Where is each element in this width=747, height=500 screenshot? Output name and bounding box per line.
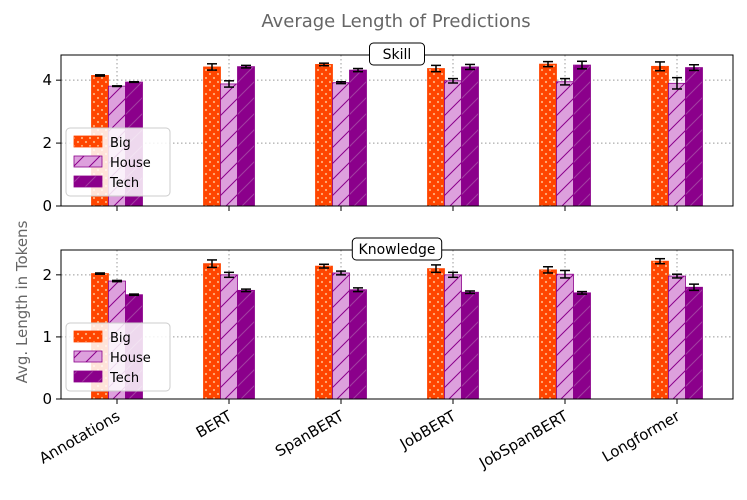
bar-big-jobspanbert (539, 63, 557, 207)
x-category-label-spanbert: SpanBERT (272, 406, 348, 460)
x-category-label-annotations: Annotations (36, 407, 123, 468)
bar-big-spanbert (315, 64, 333, 207)
bar-big-bert (203, 263, 221, 400)
panel-title: Knowledge (359, 242, 436, 258)
bar-tech-bert (237, 289, 255, 400)
bar-tech-longformer (685, 67, 703, 207)
legend-swatch-house (73, 155, 103, 168)
bar-tech-bert (237, 66, 255, 207)
legend-swatch-tech (73, 175, 103, 188)
legend-swatch-house (73, 350, 103, 363)
bar-big-spanbert (315, 265, 333, 400)
legend-swatch-big (73, 135, 103, 148)
bar-house-jobbert (444, 274, 462, 400)
bar-tech-spanbert (349, 69, 367, 207)
legend-label-house: House (110, 156, 151, 171)
bar-big-jobbert (427, 268, 445, 400)
panel-title: Skill (383, 47, 412, 63)
bar-house-spanbert (332, 82, 350, 207)
bar-house-jobspanbert (556, 273, 574, 400)
legend-label-house: House (110, 351, 151, 366)
x-category-label-jobbert: JobBERT (396, 406, 460, 453)
legend-swatch-big (73, 330, 103, 343)
bar-tech-jobspanbert (573, 64, 591, 207)
bar-big-jobspanbert (539, 269, 557, 400)
bar-house-bert (220, 83, 238, 207)
y-tick-label: 0 (42, 390, 52, 408)
bar-tech-spanbert (349, 289, 367, 400)
bar-house-bert (220, 274, 238, 400)
bar-big-jobbert (427, 68, 445, 207)
bar-tech-longformer (685, 286, 703, 400)
legend-label-big: Big (110, 331, 131, 346)
y-tick-label: 2 (42, 134, 52, 152)
legend: Big House Tech (65, 322, 171, 392)
bar-house-longformer (668, 82, 686, 207)
x-category-label-bert: BERT (193, 406, 236, 441)
x-category-label-jobspanbert: JobSpanBERT (475, 406, 571, 472)
bar-tech-jobbert (461, 66, 479, 207)
panel-title-box (369, 42, 425, 66)
bar-house-jobspanbert (556, 81, 574, 207)
bar-tech-jobspanbert (573, 292, 591, 400)
bar-big-longformer (651, 260, 669, 400)
y-axis-label: Avg. Length in Tokens (13, 220, 31, 383)
y-tick-label: 2 (42, 266, 52, 284)
y-tick-label: 4 (42, 71, 52, 89)
bar-tech-jobbert (461, 291, 479, 400)
bar-big-longformer (651, 65, 669, 207)
legend-swatch-tech (73, 370, 103, 383)
bar-house-spanbert (332, 272, 350, 400)
y-tick-label: 0 (42, 197, 52, 215)
legend-label-tech: Tech (109, 176, 139, 191)
bar-big-bert (203, 66, 221, 207)
panel-title-box (351, 237, 443, 261)
legend: Big House Tech (65, 127, 171, 197)
bar-house-longformer (668, 275, 686, 400)
chart-title: Average Length of Predictions (261, 11, 530, 32)
bar-house-jobbert (444, 80, 462, 207)
panel-skill: 0 2 4 Skill Big House Tech (42, 42, 734, 215)
legend-label-tech: Tech (109, 371, 139, 386)
y-tick-label: 1 (42, 328, 52, 346)
x-category-label-longformer: Longformer (599, 406, 684, 465)
panel-knowledge: 0 1 2 Knowledge Big House Tech (42, 237, 734, 408)
legend-label-big: Big (110, 136, 131, 151)
